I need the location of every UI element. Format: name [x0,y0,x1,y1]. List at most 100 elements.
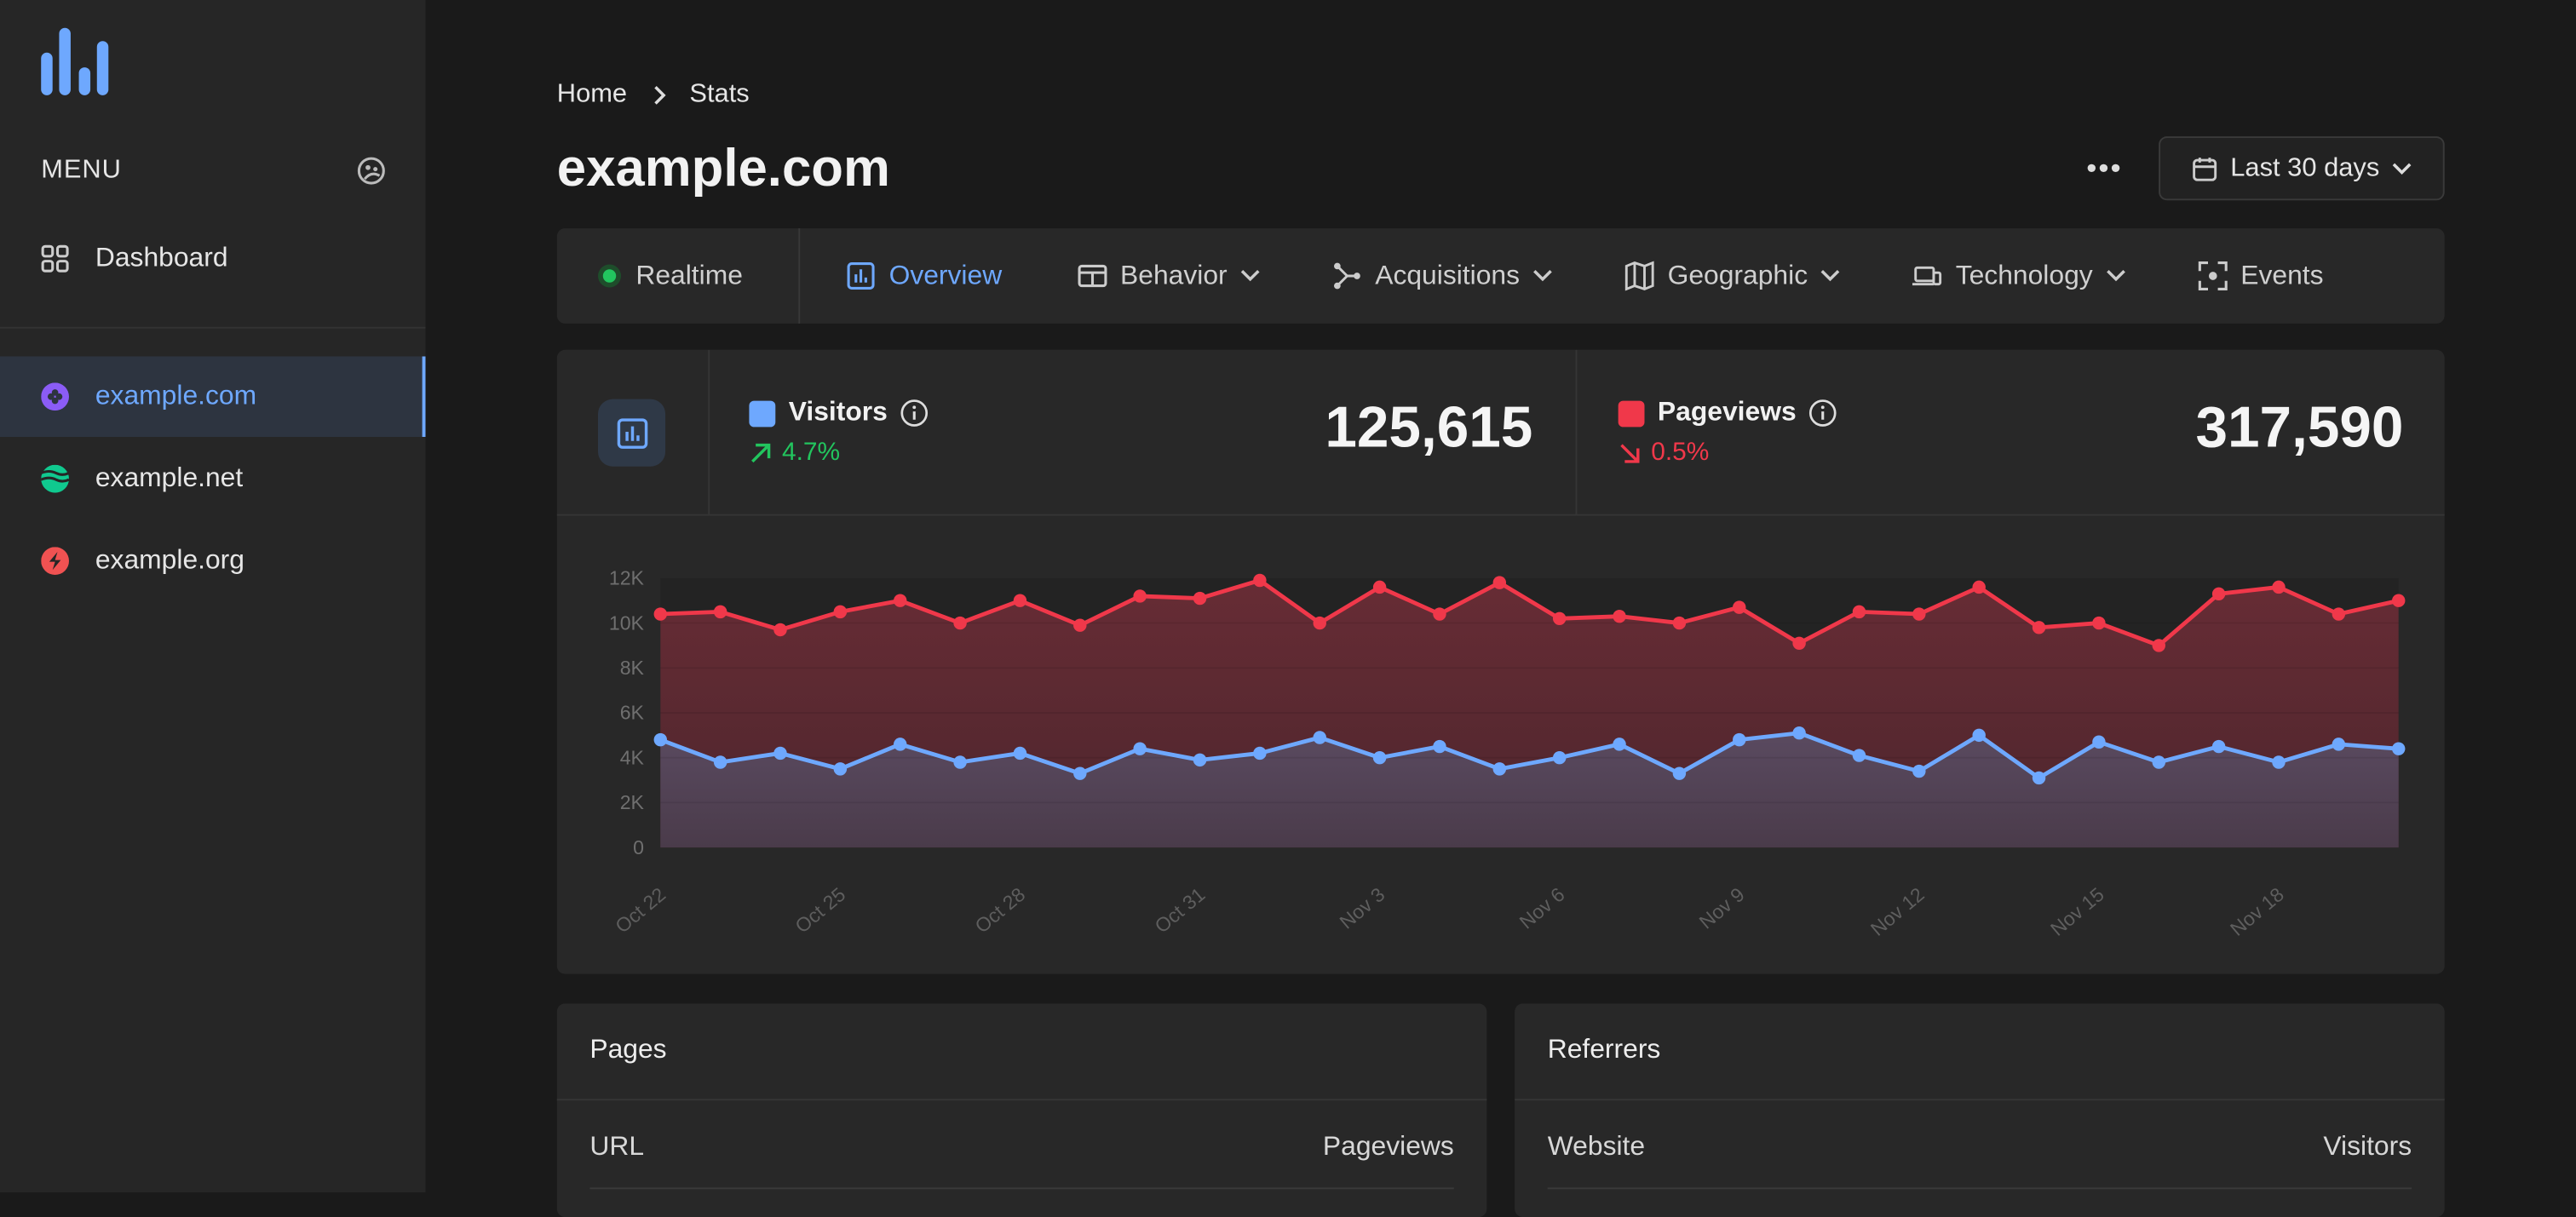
data-point [894,738,907,751]
column-header-pageviews: Pageviews [1322,1131,1454,1162]
y-tick-label: 2K [620,791,645,813]
data-point [1313,731,1326,744]
tab-acquisitions[interactable]: Acquisitions [1332,228,1553,324]
tab-label: Technology [1955,260,2093,290]
chevron-down-icon [2393,162,2412,174]
data-point [2332,607,2346,621]
breadcrumb-current: Stats [689,80,750,109]
sidebar-item-label: example.net [95,462,244,493]
x-tick-label: Nov 15 [2046,883,2108,940]
x-tick-label: Oct 28 [970,883,1029,938]
pages-panel: Pages URL Pageviews [556,1003,1487,1217]
pageviews-metric[interactable]: Pageviews [1618,398,1837,429]
sidebar-item-example-com[interactable]: example.com [0,356,426,437]
data-point [953,616,967,630]
sidebar-item-label: Dashboard [95,243,228,273]
data-point [2211,739,2226,754]
chevron-down-icon [2106,269,2125,282]
y-tick-label: 8K [620,657,645,679]
date-range-button[interactable]: Last 30 days [2159,136,2445,201]
sidebar: MENU Dashboard example.com example.net e… [0,0,426,1193]
visitors-total: 125,615 [1325,395,1533,460]
sidebar-item-label: example.com [95,381,257,411]
data-point [2152,755,2165,769]
sidebar-item-example-net[interactable]: example.net [0,439,425,519]
data-point [1073,618,1087,632]
panel-title: Pages [589,1034,667,1065]
sidebar-divider [0,326,426,329]
devices-icon [1912,266,1942,286]
data-point [1672,766,1687,780]
column-header-website: Website [1547,1131,1646,1162]
tab-realtime[interactable]: Realtime [596,228,743,324]
data-point [2152,639,2165,652]
sidebar-item-dashboard[interactable]: Dashboard [0,218,425,298]
theme-palette-icon[interactable] [356,156,386,186]
tab-label: Behavior [1120,260,1228,290]
pageviews-swatch [1618,399,1645,427]
tab-events[interactable]: Events [2198,228,2324,324]
data-point [1073,766,1087,780]
x-tick-label: Nov 3 [1336,883,1389,933]
x-tick-label: Oct 31 [1151,883,1210,938]
branch-icon [1333,262,1360,290]
y-tick-label: 4K [620,746,645,768]
sidebar-item-example-org[interactable]: example.org [0,520,425,600]
data-point [1792,636,1806,651]
chart-type-button[interactable] [597,399,666,467]
data-point [1733,732,1746,747]
data-point [1972,580,1986,594]
breadcrumb-home[interactable]: Home [556,80,628,109]
data-point [894,594,907,607]
arrow-up-right-icon [751,443,771,463]
data-point [1372,750,1387,765]
data-point [1133,589,1147,603]
data-point [773,746,787,761]
stats-card: Visitors 4.7% 125,615 Pageviews 0.5% 317… [556,349,2445,974]
data-point [1492,576,1507,589]
panel-divider [1515,1099,2445,1101]
tab-divider [798,228,801,324]
header-divider [589,1187,1454,1190]
data-point [1372,580,1387,594]
series-line-visitors [659,731,2399,780]
tab-label: Acquisitions [1375,260,1521,290]
x-tick-label: Nov 12 [1866,883,1929,940]
tab-geographic[interactable]: Geographic [1624,228,1840,324]
referrers-panel: Referrers Website Visitors [1515,1003,2445,1217]
header-divider [1547,1187,2412,1190]
data-point [2092,735,2106,749]
visitors-label: Visitors [788,397,888,428]
pageviews-change-value: 0.5% [1651,438,1710,467]
logo-icon[interactable] [41,26,113,95]
data-point [1133,742,1147,755]
x-tick-label: Oct 25 [791,883,849,938]
panel-divider [556,1099,1487,1101]
data-point [2032,771,2046,785]
tab-technology[interactable]: Technology [1912,228,2126,324]
more-options-button[interactable]: ••• [2086,151,2123,184]
data-point [2272,755,2286,769]
breadcrumb: Home Stats [557,80,750,110]
red-bolt-icon [41,547,69,575]
info-icon[interactable] [900,399,929,428]
data-point [1552,750,1567,765]
sidebar-item-label: example.org [95,545,244,575]
data-point [833,762,848,776]
data-point [713,755,727,769]
column-header-url: URL [589,1131,645,1162]
data-point [1672,616,1687,630]
data-point [2391,742,2406,755]
window-icon [1078,264,1107,288]
tab-overview[interactable]: Overview [846,228,1002,324]
data-point [2211,587,2226,601]
info-icon[interactable] [1809,399,1837,428]
data-point [2272,580,2286,594]
data-point [1313,616,1326,630]
page-title: example.com [556,137,890,198]
metrics-row: Visitors 4.7% 125,615 Pageviews 0.5% 317… [556,349,2445,516]
tab-behavior[interactable]: Behavior [1078,228,1260,324]
data-point [713,605,727,619]
data-point [1792,726,1806,740]
visitors-metric[interactable]: Visitors [749,398,929,429]
